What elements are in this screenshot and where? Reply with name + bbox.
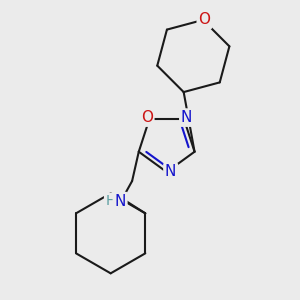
Text: N: N: [181, 110, 192, 125]
Text: H: H: [106, 194, 116, 208]
Text: O: O: [141, 110, 153, 125]
Text: N: N: [165, 164, 176, 179]
Text: O: O: [198, 12, 210, 27]
Text: N: N: [114, 194, 126, 208]
